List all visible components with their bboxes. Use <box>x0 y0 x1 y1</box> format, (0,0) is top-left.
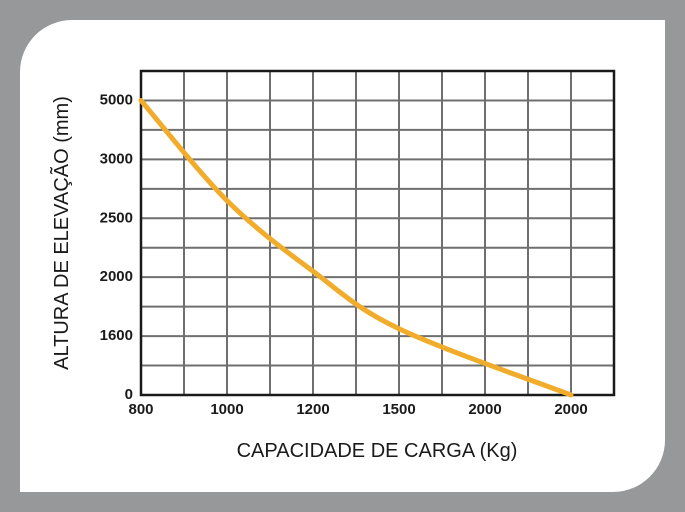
x-tick-label: 2000 <box>554 401 587 418</box>
x-tick-label: 1000 <box>210 401 243 418</box>
y-tick-labels: 0 1600 2000 2500 3000 5000 <box>100 91 133 403</box>
x-tick-labels: 800 1000 1200 1500 2000 2000 <box>128 401 587 418</box>
x-axis-label: CAPACIDADE DE CARGA (Kg) <box>237 440 518 462</box>
x-tick-label: 1200 <box>296 401 329 418</box>
chart-card <box>20 20 665 492</box>
y-tick-label: 3000 <box>100 150 133 167</box>
y-axis-label: ALTURA DE ELEVAÇÃO (mm) <box>49 96 73 370</box>
y-tick-label: 0 <box>125 386 133 403</box>
plot-frame <box>139 69 616 397</box>
data-line <box>138 97 574 398</box>
x-tick-label: 2000 <box>468 401 501 418</box>
y-tick-label: 2500 <box>100 209 133 226</box>
grid <box>141 71 614 395</box>
x-tick-label: 800 <box>128 401 153 418</box>
y-tick-label: 2000 <box>100 268 133 285</box>
y-tick-label: 5000 <box>100 91 133 108</box>
y-tick-label: 1600 <box>100 327 133 344</box>
x-tick-label: 1500 <box>382 401 415 418</box>
